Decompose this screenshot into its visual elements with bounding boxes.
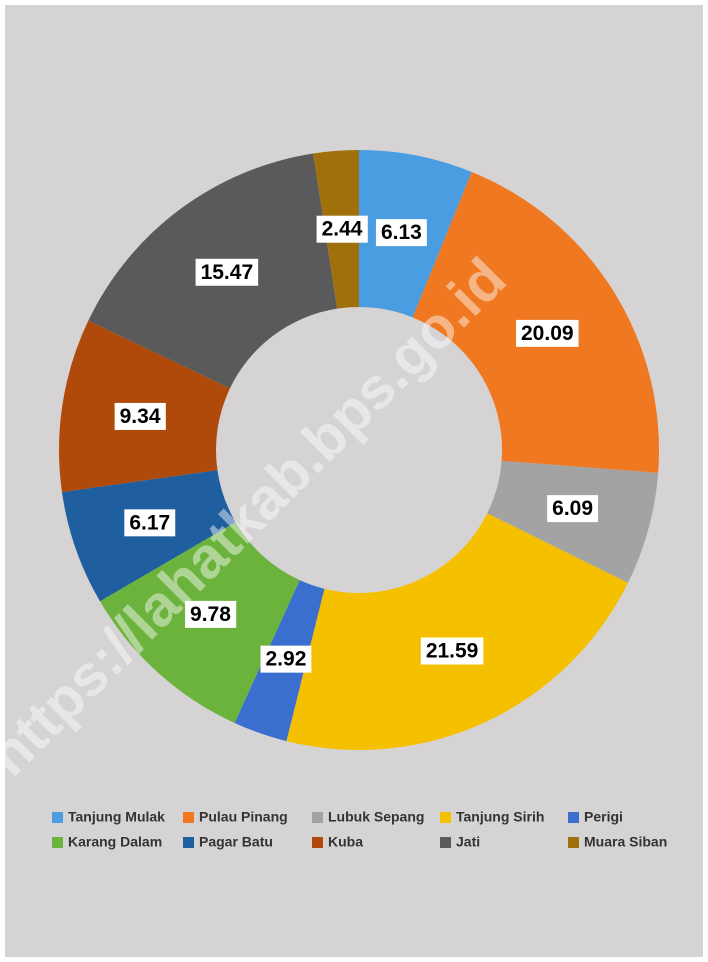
legend-swatch [568, 812, 579, 823]
legend-swatch [312, 837, 323, 848]
legend-swatch [183, 812, 194, 823]
legend-swatch [52, 837, 63, 848]
data-label: 15.47 [201, 261, 254, 284]
legend-label: Lubuk Sepang [328, 809, 424, 825]
data-label: 2.92 [266, 648, 307, 671]
legend-swatch [440, 837, 451, 848]
data-label-box [420, 637, 484, 665]
legend-label: Pagar Batu [199, 834, 273, 850]
data-label-box [124, 509, 176, 537]
data-label: 2.44 [322, 218, 363, 241]
legend-label: Tanjung Sirih [456, 809, 544, 825]
legend-swatch [52, 812, 63, 823]
data-label: 9.34 [120, 405, 161, 428]
legend-swatch [568, 837, 579, 848]
legend-swatch [183, 837, 194, 848]
data-label: 21.59 [426, 640, 479, 663]
legend-label: Karang Dalam [68, 834, 162, 850]
legend-swatch [312, 812, 323, 823]
legend-label: Pulau Pinang [199, 809, 288, 825]
data-label-box [195, 258, 259, 286]
data-label: 9.78 [190, 603, 231, 626]
data-label: 6.17 [129, 511, 170, 534]
data-label-box [260, 645, 312, 673]
data-label-box [185, 600, 237, 628]
legend-label: Kuba [328, 834, 363, 850]
legend-swatch [440, 812, 451, 823]
legend-label: Perigi [584, 809, 623, 825]
donut-slice [286, 513, 628, 751]
legend-label: Tanjung Mulak [68, 809, 165, 825]
legend-label: Muara Siban [584, 834, 667, 850]
data-label: 6.13 [381, 221, 422, 244]
legend-label: Jati [456, 834, 480, 850]
data-label-box [316, 215, 368, 243]
data-label: 6.09 [552, 497, 593, 520]
data-label-box [547, 495, 599, 523]
data-label-box [375, 219, 427, 247]
data-label-box [516, 319, 579, 347]
data-label: 20.09 [521, 322, 574, 345]
data-label-box [114, 402, 166, 430]
